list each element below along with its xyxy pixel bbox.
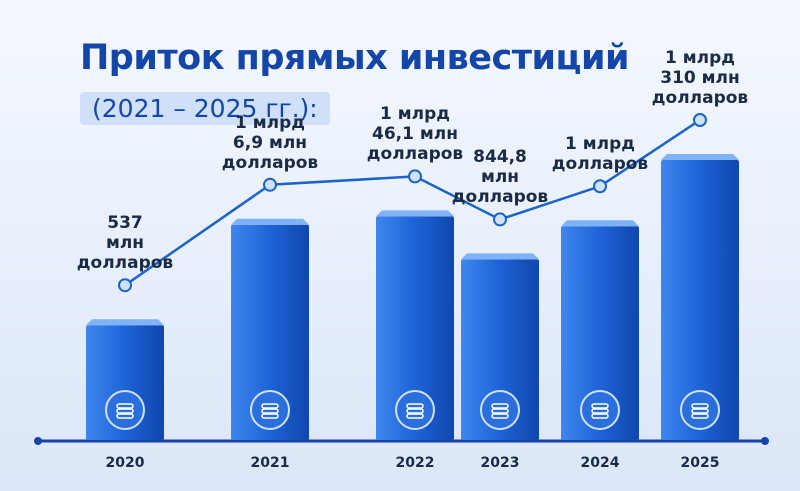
baseline-end <box>761 437 769 445</box>
icon-circle <box>680 390 720 430</box>
x-tick-label: 2020 <box>105 455 145 471</box>
bar-top <box>561 220 639 227</box>
trend-point <box>493 212 507 227</box>
trend-point <box>263 177 277 192</box>
trend-point <box>118 278 132 293</box>
value-label: 1 млрд 310 млн долларов <box>651 48 749 108</box>
coin <box>116 408 134 414</box>
value-label: 537 млн долларов <box>76 213 174 274</box>
x-tick-label: 2024 <box>580 455 620 471</box>
icon-circle <box>105 390 145 430</box>
bar <box>231 224 309 440</box>
coin <box>261 408 279 414</box>
trend-point <box>593 179 607 194</box>
coin <box>591 413 609 419</box>
coin-icon <box>580 390 620 430</box>
value-label: 1 млрд 6,9 млн долларов <box>221 112 319 173</box>
value-label: 1 млрд 46,1 млн долларов <box>366 104 464 165</box>
coin <box>116 413 134 419</box>
coin <box>406 403 424 409</box>
icon-circle <box>250 390 290 430</box>
icon-circle <box>580 390 620 430</box>
x-tick-label: 2022 <box>395 455 435 471</box>
icon-circle <box>480 390 520 430</box>
subtitle: (2021 – 2025 гг.): <box>80 92 330 125</box>
coin <box>261 413 279 419</box>
bar-top <box>376 210 454 217</box>
coin <box>691 403 709 409</box>
bar-top <box>461 253 539 260</box>
coin <box>491 408 509 414</box>
coin-icon <box>680 390 720 430</box>
coin <box>691 408 709 414</box>
x-tick-label: 2023 <box>480 455 520 471</box>
bar <box>561 226 639 440</box>
coin <box>491 413 509 419</box>
bar <box>461 259 539 440</box>
coin-icon <box>105 390 145 430</box>
coin-icon <box>480 390 520 430</box>
x-tick-label: 2021 <box>250 455 290 471</box>
coin <box>591 403 609 409</box>
trend-point <box>693 113 707 127</box>
coin <box>491 403 509 409</box>
value-label: 844,8 млн долларов <box>451 147 549 208</box>
trend-point <box>408 169 422 184</box>
coin <box>591 408 609 414</box>
bar <box>376 216 454 440</box>
bar <box>661 160 739 440</box>
coin <box>406 408 424 414</box>
coin <box>406 413 424 419</box>
bar-top <box>661 154 739 160</box>
title: Приток прямых инвестиций <box>80 38 630 78</box>
coin <box>116 403 134 409</box>
coin-icon <box>250 390 290 430</box>
icon-circle <box>395 390 435 430</box>
coin <box>691 413 709 419</box>
baseline-end <box>34 437 42 445</box>
value-label: 1 млрд долларов <box>551 134 649 175</box>
bar-top <box>231 218 309 225</box>
coin-icon <box>395 390 435 430</box>
bar-top <box>86 319 164 326</box>
x-tick-label: 2025 <box>680 455 720 471</box>
trend-line <box>124 118 701 287</box>
coin <box>261 403 279 409</box>
